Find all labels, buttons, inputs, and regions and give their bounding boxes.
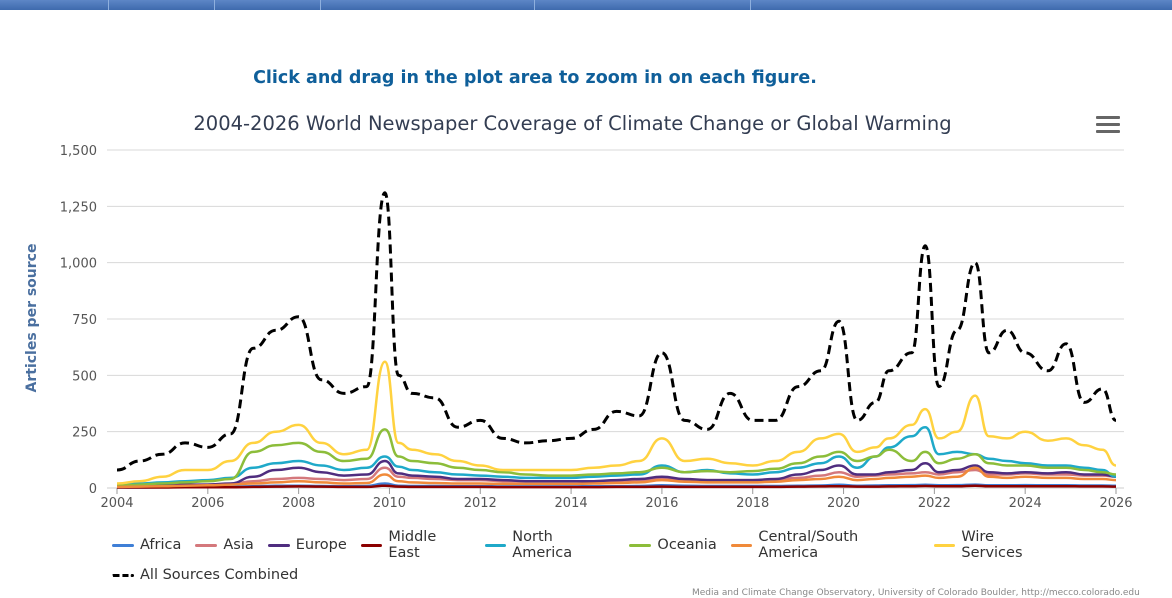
- legend-swatch: [195, 543, 218, 547]
- legend-label: Africa: [140, 537, 182, 553]
- legend-label: Central/South America: [758, 529, 859, 561]
- legend-item-oceania[interactable]: Oceania: [629, 529, 717, 561]
- x-tick-label: 2018: [736, 496, 769, 511]
- legend-item-north-america[interactable]: North America: [484, 529, 616, 561]
- series-line-asia: [117, 466, 1117, 487]
- legend-label: Oceania: [657, 537, 717, 553]
- x-tick-label: 2022: [918, 496, 951, 511]
- legend-swatch: [360, 543, 383, 547]
- legend-label: Europe: [295, 537, 347, 553]
- legend-item-asia[interactable]: Asia: [195, 529, 254, 561]
- legend-swatch: [267, 543, 290, 547]
- series-line-oceania: [116, 428, 1117, 487]
- legend-item-all-sources-combined[interactable]: All Sources Combined: [112, 567, 298, 583]
- series-line-wire-services: [116, 360, 1117, 485]
- chart-menu-button[interactable]: [1096, 116, 1120, 138]
- legend-item-wire-services[interactable]: Wire Services: [933, 529, 1058, 561]
- legend-swatch: [933, 543, 956, 547]
- y-tick-label: 250: [72, 426, 97, 441]
- x-tick-label: 2014: [555, 496, 588, 511]
- series-line-europe: [116, 459, 1117, 488]
- legend-label: All Sources Combined: [140, 567, 299, 583]
- legend-label: North America: [512, 529, 573, 561]
- y-tick-label: 1,250: [60, 200, 97, 215]
- y-tick-label: 0: [89, 482, 97, 497]
- legend-swatch: [730, 543, 753, 547]
- legend-label: Wire Services: [961, 529, 1023, 561]
- series-line-central-south-america: [116, 466, 1117, 489]
- x-tick-label: 2020: [827, 496, 860, 511]
- y-tick-label: 500: [72, 369, 97, 384]
- legend-swatch: [112, 573, 134, 577]
- x-tick-label: 2006: [191, 496, 224, 511]
- legend-swatch: [484, 543, 507, 547]
- x-tick-label: 2016: [645, 496, 678, 511]
- legend: Africa Asia Europe Middle East North America…: [112, 529, 1072, 589]
- legend-swatch: [629, 543, 652, 547]
- legend-item-central-south-america[interactable]: Central/South America: [730, 529, 920, 561]
- credits: Media and Climate Change Observatory, Un…: [692, 588, 1140, 598]
- y-tick-label: 1,000: [60, 257, 97, 272]
- legend-swatch: [112, 543, 134, 547]
- x-tick-label: 2008: [282, 496, 315, 511]
- x-tick-label: 2004: [100, 496, 133, 511]
- legend-label: Middle East: [388, 529, 437, 561]
- y-tick-label: 1,500: [60, 144, 97, 159]
- legend-item-middle-east[interactable]: Middle East: [360, 529, 471, 561]
- legend-item-europe[interactable]: Europe: [267, 529, 347, 561]
- legend-item-africa[interactable]: Africa: [112, 529, 181, 561]
- x-tick-label: 2026: [1099, 496, 1132, 511]
- legend-label: Asia: [223, 537, 254, 553]
- hamburger-icon: [1096, 116, 1120, 119]
- series-line-middle-east: [116, 484, 1117, 489]
- x-tick-label: 2024: [1009, 496, 1042, 511]
- top-nav-bar: [0, 0, 1172, 10]
- series-line-all-sources-combined: [116, 191, 1117, 472]
- x-tick-label: 2010: [373, 496, 406, 511]
- zoom-instruction: Click and drag in the plot area to zoom …: [253, 68, 817, 88]
- x-tick-label: 2012: [464, 496, 497, 511]
- chart-title: 2004-2026 World Newspaper Coverage of Cl…: [193, 112, 952, 135]
- y-tick-label: 750: [72, 313, 97, 328]
